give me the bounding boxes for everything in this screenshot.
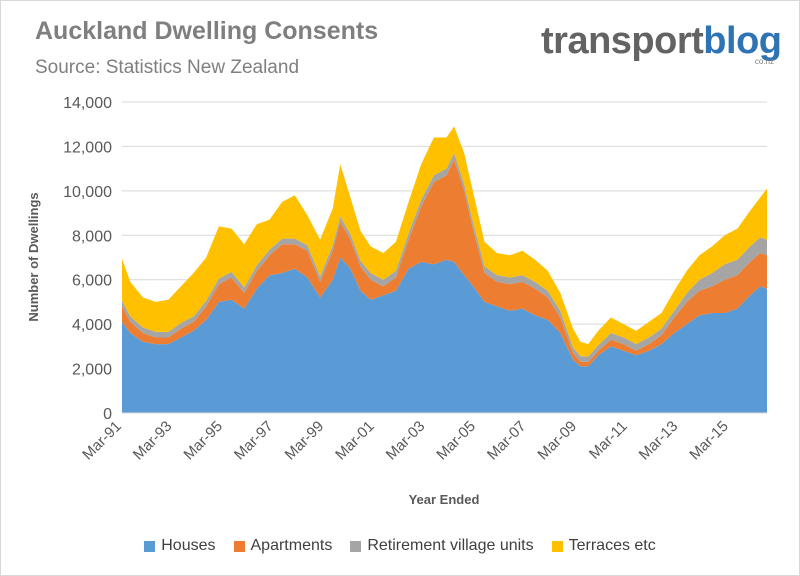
legend-item-apartments: Apartments xyxy=(233,537,333,555)
y-tick-label: 0 xyxy=(103,406,112,423)
y-tick-labels: 0 2,000 4,000 6,000 8,000 10,000 12,000 14,000 xyxy=(63,95,112,423)
legend-label-retirement-village-units: Retirement village units xyxy=(367,537,534,554)
x-tick-label: Mar-07 xyxy=(484,418,530,464)
y-tick-label: 4,000 xyxy=(72,317,112,334)
legend-item-houses: Houses xyxy=(144,537,216,555)
legend-swatch-terraces xyxy=(551,540,563,552)
y-axis-title: Number of Dwellings xyxy=(26,192,41,321)
x-tick-label: Mar-11 xyxy=(586,418,631,463)
y-tick-label: 14,000 xyxy=(63,95,112,112)
x-tick-label: Mar-03 xyxy=(383,418,429,464)
x-axis-title: Year Ended xyxy=(409,492,480,507)
brand-wordmark: transportblog xyxy=(541,19,782,63)
brand-domain: co.nz xyxy=(754,57,774,66)
y-tick-label: 12,000 xyxy=(63,139,112,156)
legend-label-houses: Houses xyxy=(161,537,216,554)
chart-subtitle: Source: Statistics New Zealand xyxy=(35,57,300,78)
area-terraces-etc xyxy=(122,126,767,357)
legend-label-apartments: Apartments xyxy=(250,537,333,554)
y-tick-label: 6,000 xyxy=(72,273,112,290)
brand-wordmark-part-1: transport xyxy=(541,20,704,62)
x-tick-label: Mar-09 xyxy=(535,418,581,464)
x-tick-label: Mar-93 xyxy=(130,418,176,464)
y-tick-label: 2,000 xyxy=(72,362,112,379)
area-apartments xyxy=(122,159,767,367)
x-tick-labels: Mar-91 Mar-93 Mar-95 Mar-97 Mar-99 Mar-01 Mar-… xyxy=(79,418,732,464)
brand-logo: transportblog co.nz xyxy=(541,19,786,69)
legend-item-retirement-village-units: Retirement village units xyxy=(350,537,534,555)
series-areas xyxy=(122,126,767,413)
brand-wordmark-part-2: blog xyxy=(703,20,782,62)
legend: Houses Apartments Retirement village uni… xyxy=(1,537,799,555)
y-tick-label: 8,000 xyxy=(72,228,112,245)
x-tick-label: Mar-05 xyxy=(433,418,479,464)
legend-label-terraces: Terraces etc xyxy=(568,537,656,554)
y-tick-label: 10,000 xyxy=(63,184,112,201)
area-houses xyxy=(122,257,767,413)
x-tick-label: Mar-15 xyxy=(686,418,732,464)
x-tick-label: Mar-97 xyxy=(231,418,277,464)
x-tick-label: Mar-95 xyxy=(180,418,226,464)
legend-swatch-apartments xyxy=(233,540,245,552)
legend-item-terraces: Terraces etc xyxy=(551,537,656,555)
x-tick-label: Mar-91 xyxy=(79,418,125,464)
legend-swatch-houses xyxy=(144,540,156,552)
legend-swatch-retirement-village-units xyxy=(350,540,362,552)
x-tick-label: Mar-99 xyxy=(282,418,328,464)
x-tick-label: Mar-01 xyxy=(332,418,378,464)
x-tick-label: Mar-13 xyxy=(636,418,682,464)
chart-title: Auckland Dwelling Consents xyxy=(35,17,379,45)
